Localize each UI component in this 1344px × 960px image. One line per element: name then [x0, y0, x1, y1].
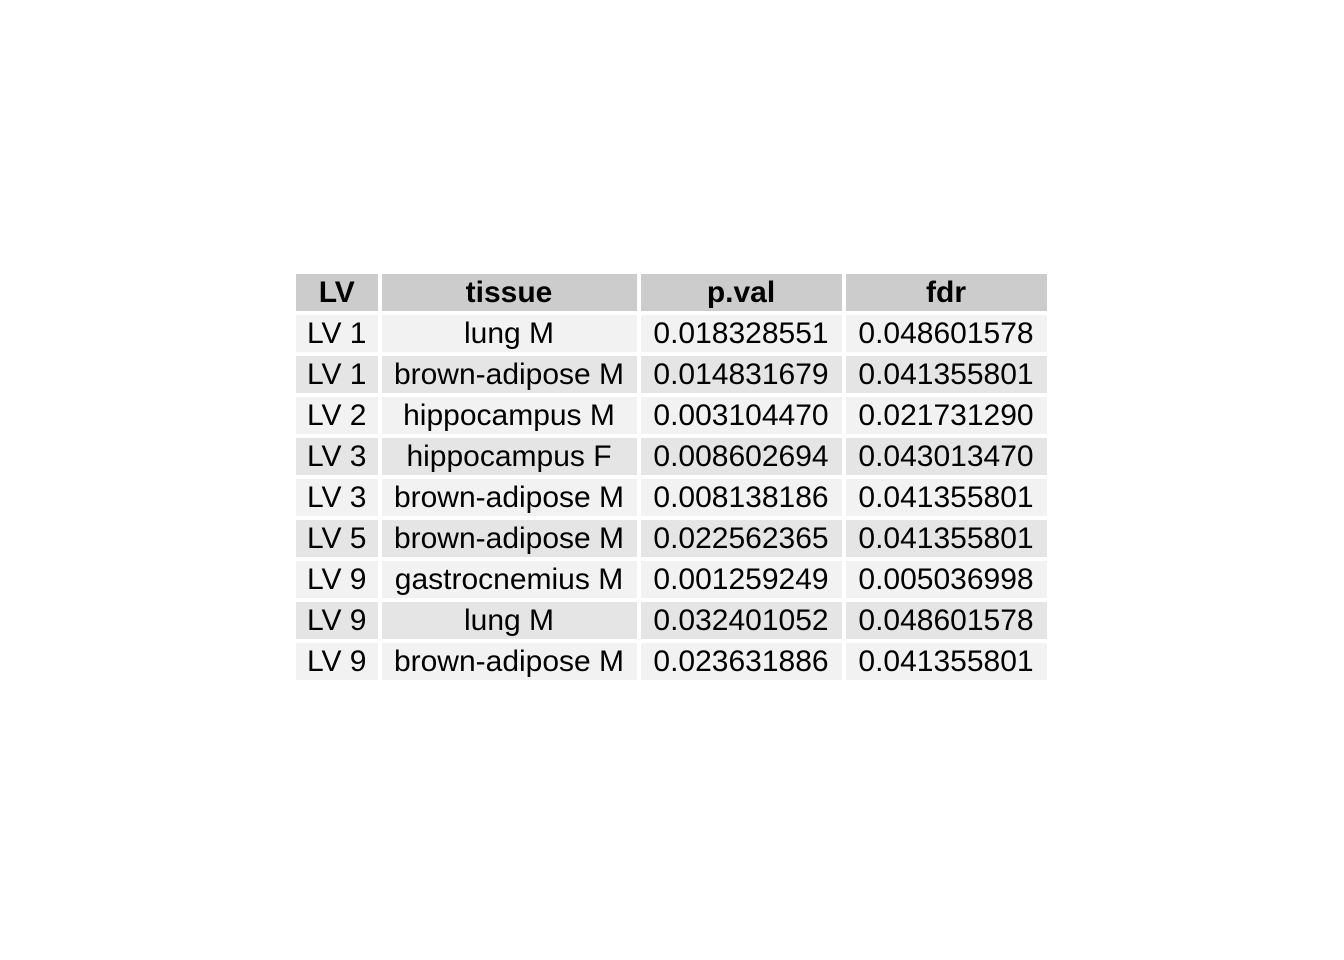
column-header-lv: LV	[296, 274, 378, 311]
cell-tissue: brown-adipose M	[381, 356, 637, 393]
table-row: LV 1 brown-adipose M 0.014831679 0.04135580…	[296, 356, 1047, 393]
column-header-tissue: tissue	[381, 274, 637, 311]
column-header-fdr: fdr	[845, 274, 1047, 311]
cell-tissue: lung M	[381, 602, 637, 639]
results-table: LV tissue p.val fdr LV 1 lung M 0.01832855…	[292, 270, 1051, 684]
cell-pval: 0.003104470	[640, 397, 842, 434]
cell-pval: 0.032401052	[640, 602, 842, 639]
cell-lv: LV 9	[296, 643, 378, 680]
cell-fdr: 0.048601578	[845, 602, 1047, 639]
table-row: LV 1 lung M 0.018328551 0.048601578	[296, 315, 1047, 352]
cell-pval: 0.008138186	[640, 479, 842, 516]
results-table-container: LV tissue p.val fdr LV 1 lung M 0.01832855…	[296, 274, 1047, 680]
cell-fdr: 0.048601578	[845, 315, 1047, 352]
cell-pval: 0.022562365	[640, 520, 842, 557]
cell-lv: LV 9	[296, 602, 378, 639]
cell-pval: 0.023631886	[640, 643, 842, 680]
cell-lv: LV 1	[296, 315, 378, 352]
cell-tissue: brown-adipose M	[381, 479, 637, 516]
cell-tissue: hippocampus M	[381, 397, 637, 434]
table-row: LV 9 lung M 0.032401052 0.048601578	[296, 602, 1047, 639]
cell-lv: LV 3	[296, 479, 378, 516]
cell-lv: LV 2	[296, 397, 378, 434]
cell-pval: 0.008602694	[640, 438, 842, 475]
table-row: LV 2 hippocampus M 0.003104470 0.021731290	[296, 397, 1047, 434]
cell-tissue: hippocampus F	[381, 438, 637, 475]
cell-fdr: 0.041355801	[845, 643, 1047, 680]
column-header-pval: p.val	[640, 274, 842, 311]
cell-lv: LV 1	[296, 356, 378, 393]
cell-pval: 0.014831679	[640, 356, 842, 393]
cell-fdr: 0.041355801	[845, 356, 1047, 393]
cell-fdr: 0.041355801	[845, 520, 1047, 557]
cell-fdr: 0.005036998	[845, 561, 1047, 598]
cell-tissue: gastrocnemius M	[381, 561, 637, 598]
cell-lv: LV 5	[296, 520, 378, 557]
cell-lv: LV 9	[296, 561, 378, 598]
cell-tissue: brown-adipose M	[381, 520, 637, 557]
cell-tissue: lung M	[381, 315, 637, 352]
header-row: LV tissue p.val fdr	[296, 274, 1047, 311]
cell-fdr: 0.041355801	[845, 479, 1047, 516]
cell-tissue: brown-adipose M	[381, 643, 637, 680]
cell-pval: 0.018328551	[640, 315, 842, 352]
cell-lv: LV 3	[296, 438, 378, 475]
cell-fdr: 0.043013470	[845, 438, 1047, 475]
table-row: LV 3 brown-adipose M 0.008138186 0.04135580…	[296, 479, 1047, 516]
table-row: LV 9 gastrocnemius M 0.001259249 0.00503699…	[296, 561, 1047, 598]
cell-fdr: 0.021731290	[845, 397, 1047, 434]
table-row: LV 5 brown-adipose M 0.022562365 0.04135580…	[296, 520, 1047, 557]
table-row: LV 9 brown-adipose M 0.023631886 0.04135580…	[296, 643, 1047, 680]
cell-pval: 0.001259249	[640, 561, 842, 598]
table-body: LV 1 lung M 0.018328551 0.048601578 LV 1 brow…	[296, 315, 1047, 680]
table-row: LV 3 hippocampus F 0.008602694 0.043013470	[296, 438, 1047, 475]
